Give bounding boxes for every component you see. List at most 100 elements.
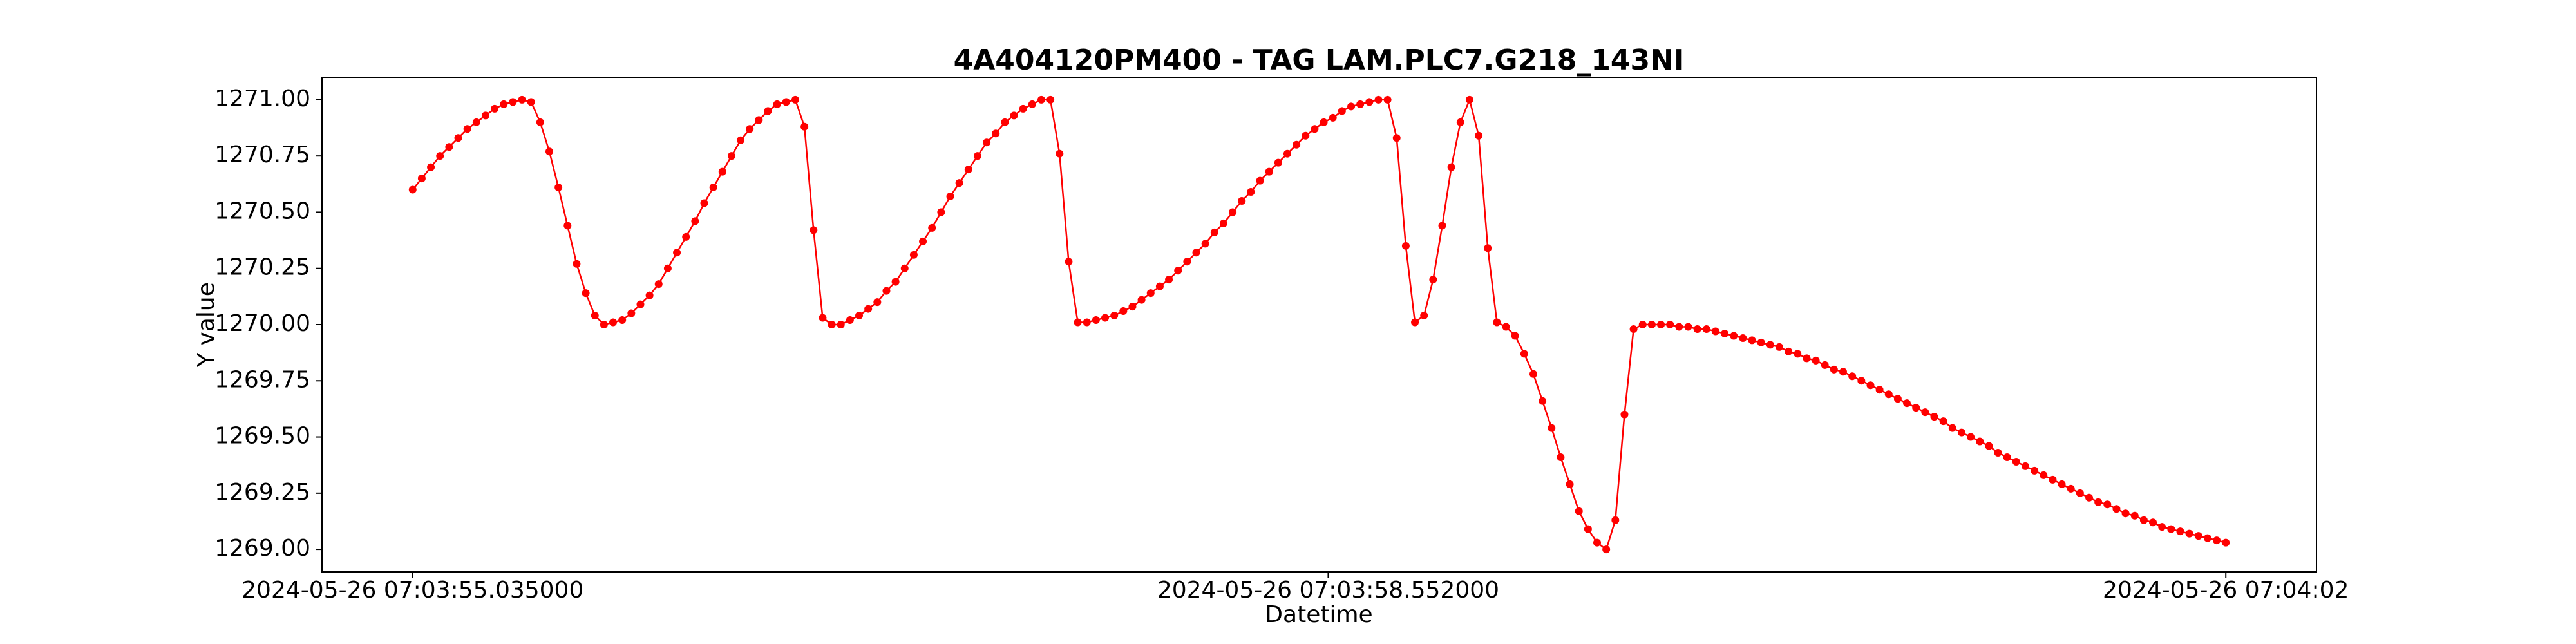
data-point	[1247, 188, 1255, 196]
data-point	[1429, 276, 1437, 284]
y-tick-label: 1269.75	[214, 366, 310, 393]
data-point	[1985, 442, 1993, 450]
data-point	[955, 179, 963, 187]
data-point	[2076, 489, 2084, 497]
data-point	[1392, 134, 1401, 142]
data-point	[1056, 149, 1064, 158]
chart-title: 4A404120PM400 - TAG LAM.PLC7.G218_143NI	[954, 44, 1685, 77]
data-point	[463, 125, 471, 133]
data-point	[1037, 95, 1045, 104]
data-point	[1010, 111, 1018, 120]
data-point	[1529, 370, 1537, 378]
data-point	[436, 152, 444, 160]
data-point	[718, 167, 726, 176]
data-point	[2185, 529, 2193, 538]
data-point	[1976, 437, 1984, 446]
x-tick-label: 2024-05-26 07:04:02	[2103, 577, 2349, 603]
data-point	[2058, 480, 2066, 488]
data-point	[1893, 395, 1902, 403]
data-point	[1866, 381, 1875, 390]
data-point	[645, 291, 654, 299]
data-point	[1921, 408, 1929, 417]
data-point	[964, 166, 972, 174]
data-point	[582, 289, 590, 298]
data-point	[1183, 258, 1191, 266]
data-point	[1566, 480, 1574, 488]
data-point	[627, 309, 636, 317]
data-point	[928, 223, 936, 232]
data-point	[1994, 448, 2002, 457]
data-point	[919, 237, 927, 245]
data-point	[1465, 95, 1473, 104]
data-point	[609, 318, 618, 327]
data-point	[1593, 538, 1602, 547]
data-point	[1165, 276, 1173, 284]
data-point	[782, 98, 790, 106]
data-point	[573, 260, 581, 268]
data-point	[727, 152, 735, 160]
data-point	[1629, 325, 1638, 333]
data-point	[1839, 368, 1848, 376]
data-point	[1557, 453, 1565, 461]
data-point	[1046, 95, 1055, 104]
axes-frame	[321, 77, 2317, 573]
data-point	[2094, 498, 2103, 506]
data-point	[1848, 372, 1857, 381]
data-point	[481, 111, 489, 120]
data-point	[1666, 321, 1674, 328]
data-line	[412, 99, 2226, 551]
data-point	[1110, 312, 1119, 320]
data-point	[600, 321, 608, 328]
data-point	[891, 278, 900, 286]
data-point	[1447, 163, 1455, 171]
data-point	[1638, 321, 1647, 328]
data-point	[909, 251, 918, 259]
data-point	[636, 300, 645, 308]
data-point	[1748, 336, 1756, 345]
data-point	[1794, 350, 1802, 358]
data-point	[810, 226, 818, 234]
x-tick-label: 2024-05-26 07:03:55.035000	[242, 577, 583, 603]
data-point	[445, 143, 453, 151]
data-point	[2103, 500, 2112, 509]
data-point	[1657, 321, 1665, 328]
data-point	[1074, 318, 1082, 327]
data-point	[1001, 118, 1009, 126]
data-point	[1739, 334, 1747, 342]
data-point	[500, 100, 508, 108]
data-point	[1101, 314, 1110, 322]
data-point	[2021, 462, 2029, 470]
data-point	[1575, 507, 1583, 515]
data-point	[1539, 397, 1547, 405]
data-point	[682, 232, 690, 241]
data-point	[1119, 307, 1128, 316]
data-point	[1493, 318, 1501, 327]
data-point	[1912, 404, 1920, 412]
data-point	[1857, 377, 1866, 385]
data-point	[773, 100, 781, 108]
data-point	[1903, 399, 1911, 408]
data-point	[1229, 208, 1237, 216]
data-point	[1930, 413, 1938, 421]
data-point	[992, 129, 1000, 138]
data-point	[2167, 525, 2175, 533]
data-point	[873, 298, 882, 307]
data-point	[1210, 228, 1218, 236]
x-axis-label: Datetime	[1265, 601, 1372, 628]
data-point	[1821, 361, 1829, 369]
data-point	[472, 118, 480, 126]
data-point	[1875, 386, 1884, 394]
data-point	[791, 95, 799, 104]
data-point	[2121, 509, 2130, 518]
data-point	[2112, 505, 2121, 513]
data-point	[1520, 350, 1528, 358]
data-point	[1155, 282, 1164, 290]
data-point	[2149, 518, 2157, 527]
data-point	[1456, 118, 1464, 126]
data-point	[1475, 131, 1483, 140]
data-point	[1128, 303, 1137, 311]
data-point	[1730, 332, 1738, 340]
data-point	[819, 314, 827, 322]
data-point	[864, 305, 873, 313]
